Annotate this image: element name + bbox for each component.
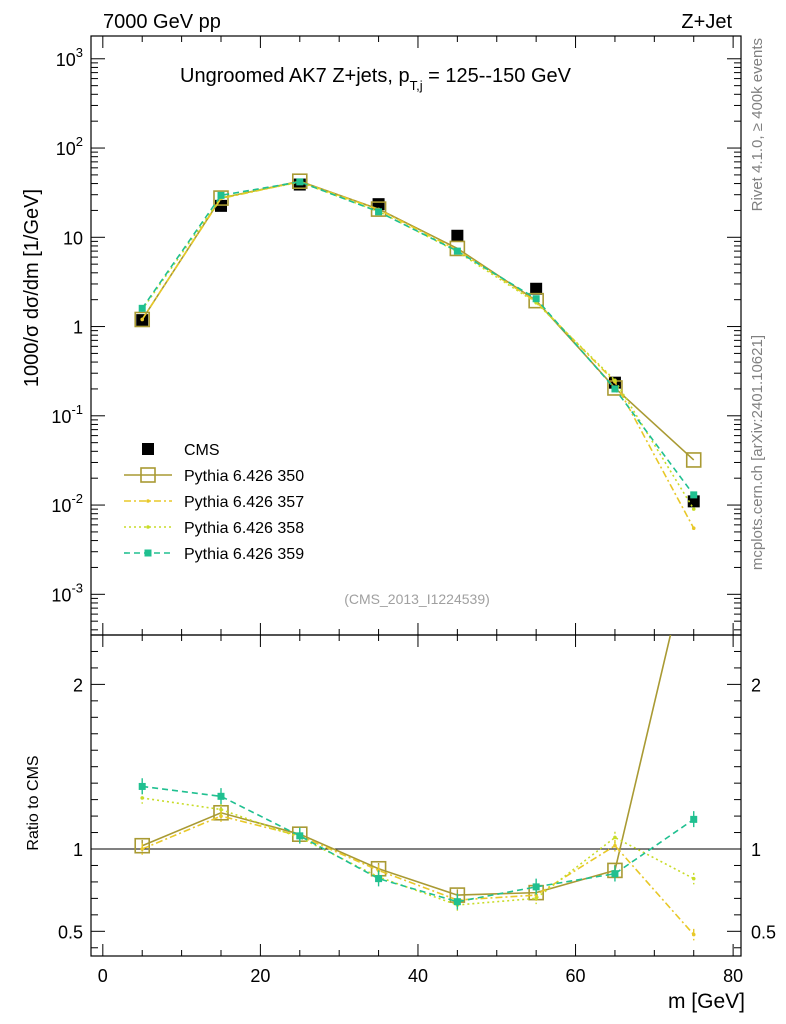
series-line-main (141, 181, 695, 496)
series-marker (691, 526, 696, 531)
legend-label-cms: CMS (184, 442, 220, 459)
series-marker (140, 796, 145, 800)
series-marker (296, 832, 304, 840)
ratio-tick-label-right: 1 (751, 840, 761, 860)
ratio-tick-label-right: 2 (751, 675, 761, 695)
process-label: Z+Jet (681, 11, 732, 33)
series-marker (217, 792, 225, 800)
series-marker (690, 491, 698, 499)
series-marker (144, 549, 152, 557)
series-marker (219, 807, 223, 812)
series-marker (613, 378, 617, 383)
series-marker (134, 311, 151, 328)
series-marker (613, 835, 617, 840)
series-marker (534, 896, 538, 901)
series-marker (134, 837, 151, 854)
legend-label: Pythia 6.426 358 (184, 520, 304, 537)
x-tick-label: 40 (408, 966, 428, 986)
chart-title-sub: T,j (410, 78, 423, 93)
ratio-tick-label: 1 (73, 840, 83, 860)
series-marker (613, 843, 617, 848)
cms-data-point (530, 282, 543, 295)
ratio-tick-label: 2 (73, 675, 83, 695)
y-tick-label: 1 (73, 318, 83, 338)
series-marker (213, 190, 229, 206)
ratio-y-axis-label: Ratio to CMS (25, 755, 42, 850)
series-marker (691, 876, 696, 881)
x-axis-label: m [GeV] (668, 990, 745, 1013)
cms-data-point (372, 198, 385, 211)
legend-label: Pythia 6.426 350 (184, 468, 304, 485)
chart-title-main: Ungroomed AK7 Z+jets, p (180, 65, 410, 87)
series-marker (140, 317, 145, 322)
series-marker (296, 178, 304, 186)
x-tick-label: 0 (98, 966, 108, 986)
x-tick-label: 80 (723, 966, 743, 986)
series-marker (453, 247, 461, 255)
series-marker (611, 385, 619, 393)
x-tick-label: 60 (566, 966, 586, 986)
series-marker (532, 883, 540, 891)
series-marker (140, 847, 145, 851)
series-marker (534, 893, 538, 897)
series-layer (134, 173, 702, 941)
series-marker (219, 814, 223, 818)
series-line-main (141, 180, 695, 461)
series-marker (611, 870, 619, 878)
x-tick-label: 20 (250, 966, 270, 986)
energy-label: 7000 GeV pp (103, 11, 221, 33)
y-axis-label: 1000/σ dσ/dm [1/GeV] (21, 189, 43, 387)
series-marker (140, 467, 156, 483)
main-series-group (134, 173, 702, 531)
series-line-ratio (141, 815, 695, 936)
rivet-label: Rivet 4.1.0, ≥ 400k events (749, 38, 766, 211)
series-marker (691, 932, 696, 937)
y-tick-label: 10-3 (51, 580, 83, 605)
y-tick-label: 10-1 (51, 402, 83, 427)
analysis-id: (CMS_2013_I1224539) (344, 591, 490, 607)
legend-label: Pythia 6.426 357 (184, 494, 304, 511)
ratio-series-group (134, 529, 701, 941)
series-marker (453, 898, 461, 906)
series-line-main (141, 181, 695, 510)
series-marker (691, 507, 696, 511)
ratio-plot-frame (90, 634, 742, 957)
legend: CMS Pythia 6.426 350 Pythia 6.426 357 Pythi… (124, 442, 304, 563)
series-marker (690, 815, 698, 823)
series-marker (146, 525, 150, 529)
y-tick-label: 10-2 (51, 491, 83, 516)
chart-title: Ungroomed AK7 Z+jets, pT,j = 125--150 Ge… (180, 65, 572, 93)
y-tick-label: 103 (56, 45, 83, 70)
legend-label: Pythia 6.426 359 (184, 546, 304, 563)
y-tick-label: 102 (56, 134, 83, 159)
cms-data-point (451, 229, 464, 242)
series-marker (687, 529, 701, 543)
mcplots-label: mcplots.cern.ch [arXiv:2401.10621] (749, 335, 766, 570)
series-marker (528, 292, 544, 309)
series-marker (213, 804, 229, 821)
ratio-tick-label: 0.5 (58, 922, 83, 942)
series-line-ratio (142, 785, 695, 903)
series-marker (375, 208, 383, 216)
ratio-tick-label-right: 0.5 (751, 922, 776, 942)
y-tick-label: 10 (63, 228, 83, 248)
series-marker (146, 499, 150, 503)
series-marker (685, 452, 702, 468)
axis-ticks: 0 20 40 60 80 10-3 10-2 10-1 1 10 102 103 0.5 0.5 1 1 2 2 (51, 36, 776, 986)
series-marker (375, 875, 383, 883)
chart-title-tail: = 125--150 GeV (423, 65, 572, 87)
legend-marker-cms (142, 443, 154, 455)
series-marker (217, 191, 225, 199)
series-line-ratio (141, 635, 672, 896)
series-marker (532, 295, 540, 303)
series-marker (138, 304, 146, 312)
series-marker (291, 173, 308, 190)
series-marker (138, 782, 146, 790)
